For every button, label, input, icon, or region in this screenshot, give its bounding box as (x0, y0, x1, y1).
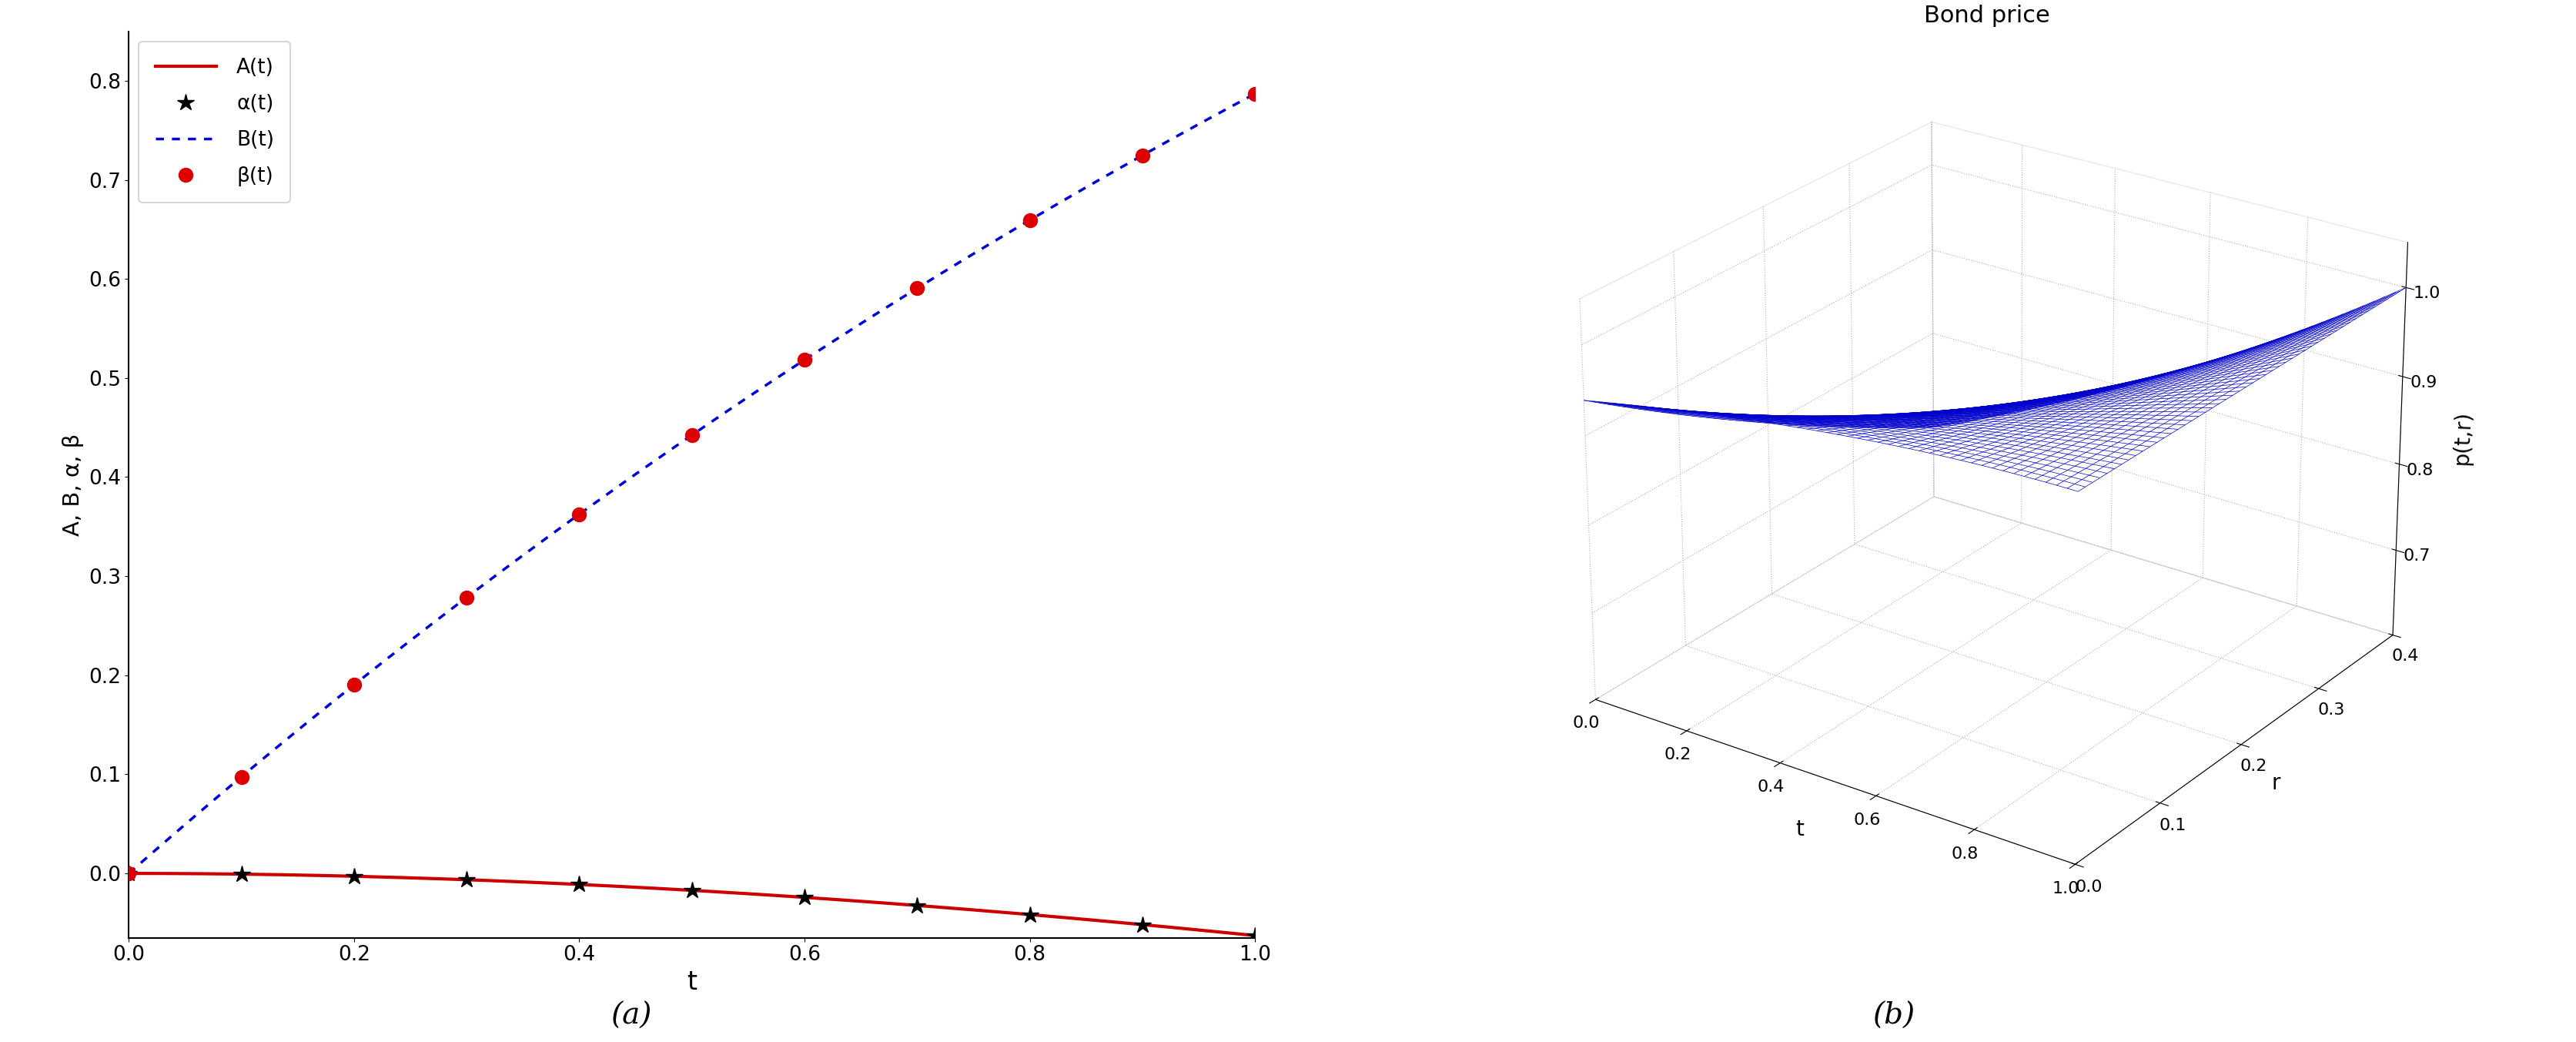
β(t) (113, 867, 144, 879)
B(t) (1133, 145, 1164, 157)
α(t) (227, 868, 258, 880)
B(t) (783, 357, 814, 370)
β(t) (227, 770, 258, 783)
A(t) (781, 891, 811, 903)
α(t) (788, 891, 819, 903)
β(t) (337, 678, 368, 691)
Y-axis label: r: r (2272, 772, 2280, 794)
X-axis label: t: t (1795, 819, 1803, 840)
α(t) (902, 899, 933, 912)
B(t) (1239, 88, 1270, 100)
β(t) (451, 591, 482, 603)
α(t) (337, 870, 368, 883)
A(t) (113, 867, 144, 879)
A(t) (1239, 929, 1270, 942)
Line: β(t): β(t) (121, 86, 1262, 880)
Title: Bond price: Bond price (1924, 5, 2050, 27)
Text: (b): (b) (1873, 1001, 1914, 1031)
B(t) (804, 345, 835, 357)
A(t) (116, 867, 147, 879)
B(t) (1061, 185, 1092, 198)
α(t) (451, 873, 482, 886)
B(t) (781, 359, 811, 372)
α(t) (677, 884, 708, 896)
A(t) (1061, 913, 1092, 925)
A(t) (783, 891, 814, 903)
α(t) (1239, 929, 1270, 942)
β(t) (1126, 149, 1157, 162)
α(t) (113, 867, 144, 879)
α(t) (1015, 909, 1046, 921)
Text: (a): (a) (611, 1001, 652, 1031)
α(t) (564, 878, 595, 891)
Legend: A(t), α(t), B(t), β(t): A(t), α(t), B(t), β(t) (139, 42, 291, 203)
A(t) (804, 892, 835, 904)
Line: A(t): A(t) (129, 873, 1255, 936)
Y-axis label: A, B, α, β: A, B, α, β (62, 433, 82, 536)
B(t) (116, 864, 147, 876)
B(t) (113, 867, 144, 879)
β(t) (677, 429, 708, 442)
X-axis label: t: t (688, 970, 698, 995)
β(t) (902, 282, 933, 295)
Line: B(t): B(t) (129, 94, 1255, 873)
β(t) (564, 507, 595, 520)
Line: α(t): α(t) (121, 865, 1265, 944)
A(t) (1133, 919, 1164, 932)
β(t) (1239, 88, 1270, 100)
β(t) (788, 353, 819, 366)
β(t) (1015, 214, 1046, 226)
α(t) (1126, 918, 1157, 931)
